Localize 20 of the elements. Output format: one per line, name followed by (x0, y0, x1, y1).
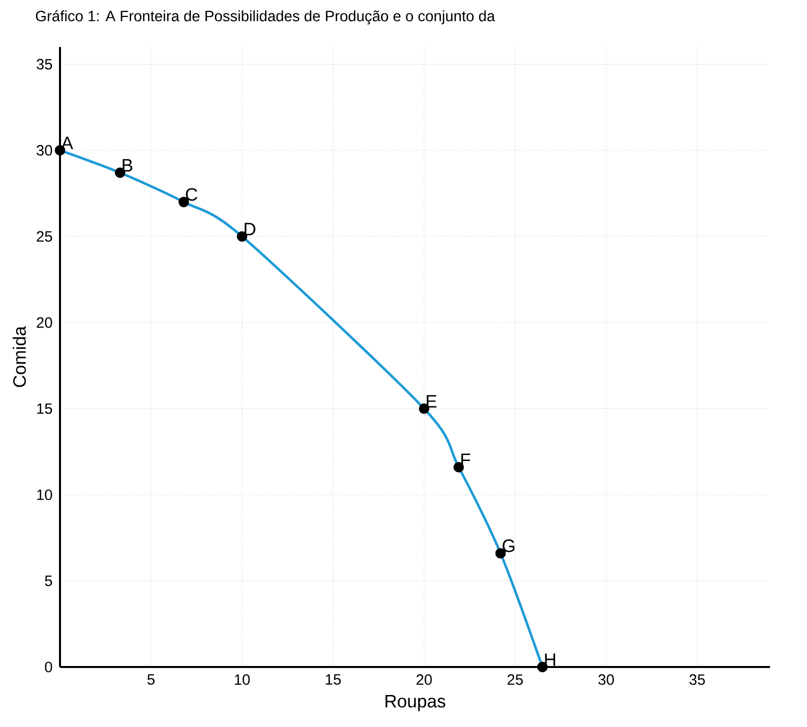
y-tick-label: 15 (37, 403, 52, 414)
x-tick-label: 30 (598, 674, 614, 685)
annotation: C (186, 188, 198, 201)
x-tick-label: 5 (147, 674, 155, 685)
y-tick-label: 10 (37, 489, 52, 500)
x-tick-label: 35 (689, 674, 705, 685)
y-tick-label: 0 (44, 662, 52, 672)
x-tick-label: 15 (326, 674, 341, 685)
y-tick-label: 30 (36, 145, 52, 156)
y-tick-label: 25 (36, 231, 52, 242)
y-tick-label: 5 (44, 576, 52, 586)
x-tick-label: 10 (234, 674, 250, 685)
chart-title: Gráfico 1: A Fronteira de Possibilidades de Produção e o conjunto da (36, 10, 496, 24)
y-tick-label: 35 (36, 58, 52, 70)
y-tick-label: 20 (36, 317, 52, 328)
x-tick-label: 20 (416, 674, 432, 685)
annotation: G (502, 539, 514, 552)
y-axis-title: Comida (12, 326, 26, 387)
x-axis-title: Roupas (386, 695, 446, 712)
x-tick-label: 25 (508, 674, 523, 685)
